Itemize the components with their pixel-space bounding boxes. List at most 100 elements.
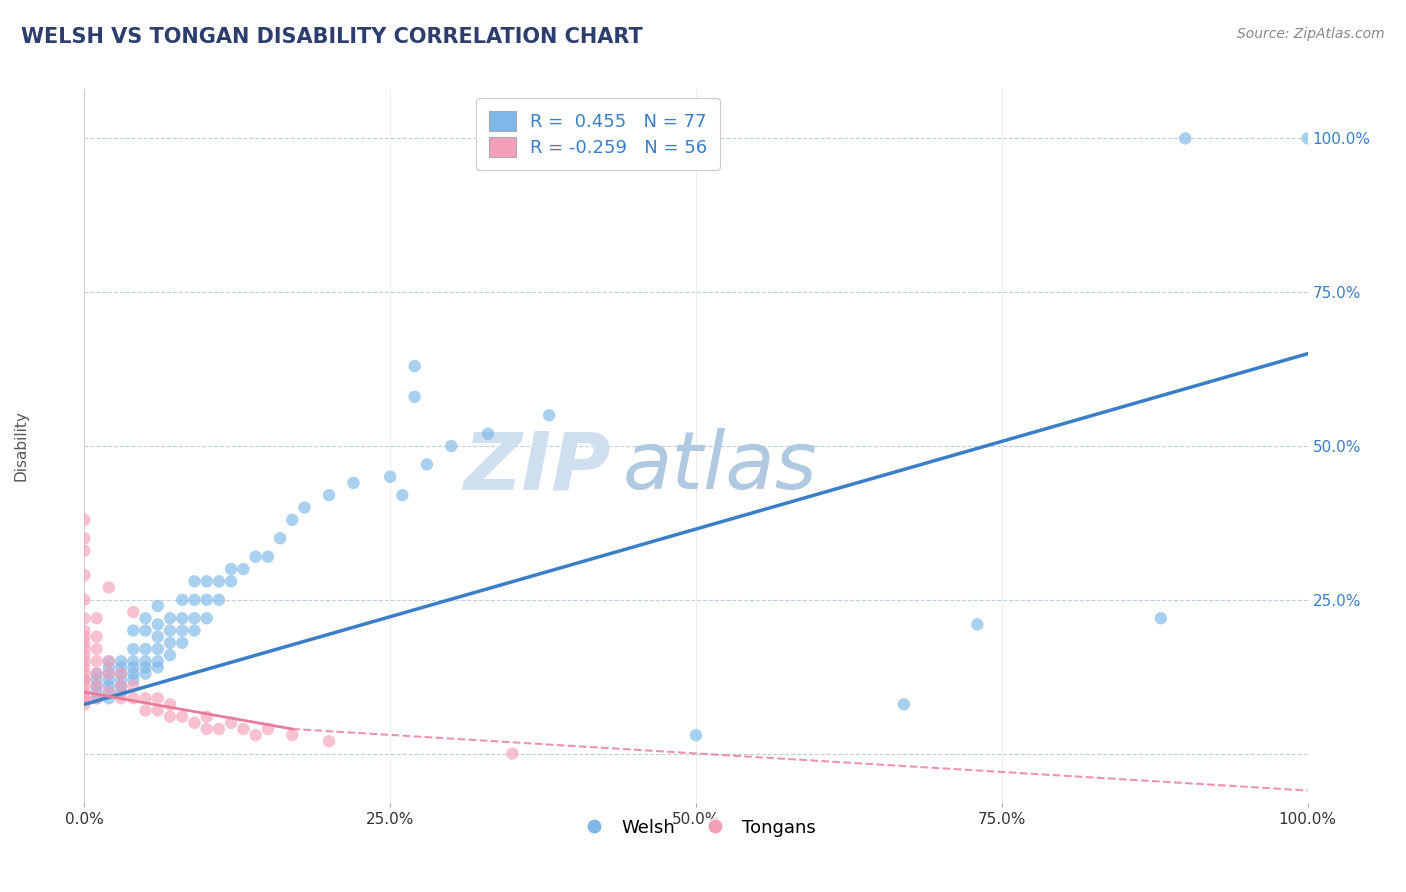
Point: [893, 698, 915, 712]
Point: [110, 685, 132, 699]
Point: [183, 592, 205, 607]
Point: [1150, 611, 1173, 625]
Point: [257, 549, 280, 564]
Point: [219, 715, 242, 730]
Point: [86, 666, 108, 681]
Point: [97, 654, 120, 668]
Point: [86, 679, 108, 693]
Point: [122, 679, 145, 693]
Point: [73, 679, 96, 693]
Point: [342, 475, 364, 490]
Point: [135, 660, 157, 674]
Point: [416, 458, 439, 472]
Point: [281, 513, 304, 527]
Point: [73, 654, 96, 668]
Point: [122, 654, 145, 668]
Point: [685, 728, 707, 742]
Point: [122, 605, 145, 619]
Point: [146, 617, 169, 632]
Point: [73, 611, 96, 625]
Point: [73, 568, 96, 582]
Point: [122, 673, 145, 687]
Point: [269, 531, 291, 545]
Point: [1174, 131, 1197, 145]
Point: [172, 592, 194, 607]
Point: [122, 666, 145, 681]
Point: [159, 611, 181, 625]
Point: [183, 574, 205, 589]
Point: [135, 691, 157, 706]
Point: [86, 685, 108, 699]
Text: Source: ZipAtlas.com: Source: ZipAtlas.com: [1237, 27, 1385, 41]
Point: [73, 691, 96, 706]
Point: [502, 747, 524, 761]
Point: [97, 660, 120, 674]
Point: [232, 722, 254, 736]
Legend: Welsh, Tongans: Welsh, Tongans: [569, 812, 823, 844]
Point: [318, 488, 340, 502]
Point: [318, 734, 340, 748]
Point: [135, 654, 157, 668]
Point: [281, 728, 304, 742]
Point: [97, 654, 120, 668]
Point: [146, 630, 169, 644]
Point: [73, 685, 96, 699]
Point: [97, 691, 120, 706]
Point: [110, 666, 132, 681]
Point: [195, 722, 218, 736]
Point: [245, 549, 267, 564]
Point: [146, 704, 169, 718]
Point: [97, 685, 120, 699]
Point: [86, 673, 108, 687]
Point: [159, 698, 181, 712]
Point: [73, 642, 96, 657]
Point: [110, 691, 132, 706]
Point: [135, 666, 157, 681]
Point: [159, 636, 181, 650]
Point: [97, 666, 120, 681]
Point: [208, 722, 231, 736]
Point: [110, 654, 132, 668]
Point: [73, 673, 96, 687]
Point: [73, 531, 96, 545]
Point: [159, 624, 181, 638]
Point: [110, 660, 132, 674]
Point: [73, 636, 96, 650]
Point: [122, 642, 145, 657]
Point: [73, 691, 96, 706]
Point: [195, 574, 218, 589]
Point: [122, 660, 145, 674]
Text: ZIP: ZIP: [463, 428, 610, 507]
Point: [86, 611, 108, 625]
Point: [73, 660, 96, 674]
Point: [380, 469, 402, 483]
Point: [110, 679, 132, 693]
Point: [86, 642, 108, 657]
Point: [73, 666, 96, 681]
Point: [391, 488, 413, 502]
Point: [219, 562, 242, 576]
Point: [477, 426, 499, 441]
Point: [183, 611, 205, 625]
Point: [257, 722, 280, 736]
Point: [122, 624, 145, 638]
Point: [172, 709, 194, 723]
Point: [440, 439, 463, 453]
Point: [86, 630, 108, 644]
Point: [97, 581, 120, 595]
Point: [404, 390, 426, 404]
Point: [183, 624, 205, 638]
Point: [73, 513, 96, 527]
Point: [135, 611, 157, 625]
Point: [232, 562, 254, 576]
Point: [208, 574, 231, 589]
Point: [86, 691, 108, 706]
Point: [73, 592, 96, 607]
Point: [146, 654, 169, 668]
Point: [73, 648, 96, 662]
Y-axis label: Disability: Disability: [14, 410, 28, 482]
Text: atlas: atlas: [623, 428, 817, 507]
Point: [183, 715, 205, 730]
Point: [86, 654, 108, 668]
Point: [86, 691, 108, 706]
